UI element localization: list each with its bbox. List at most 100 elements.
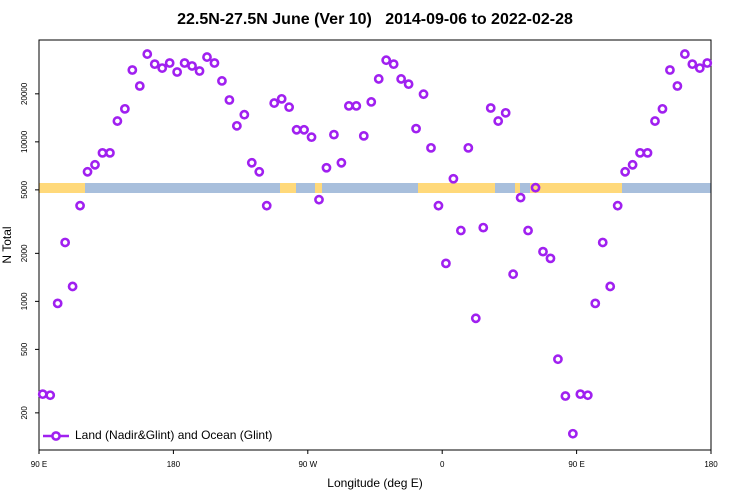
data-point	[194, 66, 205, 76]
data-point	[538, 246, 548, 257]
data-point	[172, 67, 183, 77]
y-axis-label: N Total	[0, 226, 14, 263]
land-band	[280, 183, 296, 193]
data-point	[299, 124, 309, 135]
data-point	[269, 98, 280, 108]
x-tick-label: 0	[440, 460, 445, 469]
legend-swatch-marker	[51, 431, 61, 441]
data-point	[515, 192, 526, 203]
data-point	[627, 159, 638, 170]
data-point	[366, 97, 377, 107]
data-point	[224, 95, 235, 105]
data-point	[582, 390, 593, 401]
data-point	[231, 120, 242, 131]
data-point	[455, 225, 466, 236]
x-tick-label: 90 E	[31, 460, 47, 469]
data-point	[314, 194, 324, 205]
data-point	[187, 61, 197, 71]
data-point	[358, 130, 369, 141]
data-point	[149, 59, 160, 70]
data-point	[545, 253, 556, 264]
data-point	[418, 89, 429, 100]
surface-band	[39, 183, 711, 193]
data-point	[687, 59, 698, 70]
data-point	[657, 103, 668, 114]
y-tick-label: 10000	[20, 130, 29, 153]
data-point	[605, 281, 616, 292]
y-tick-label: 500	[20, 342, 29, 356]
plot-frame	[38, 39, 712, 451]
data-point	[403, 79, 414, 90]
data-point	[284, 102, 295, 113]
data-point	[635, 147, 645, 158]
ocean-band	[39, 183, 711, 193]
data-point	[329, 129, 339, 140]
data-point	[463, 142, 474, 153]
chart-title: 22.5N-27.5N June (Ver 10) 2014-09-06 to …	[177, 11, 573, 28]
data-point	[239, 109, 250, 120]
data-point	[45, 390, 56, 401]
data-point	[202, 52, 212, 62]
land-band	[315, 183, 322, 193]
data-point	[134, 81, 145, 91]
data-point	[105, 147, 115, 158]
data-point	[575, 389, 586, 400]
data-point	[164, 58, 175, 68]
data-point	[620, 166, 631, 177]
y-tick-label: 200	[20, 406, 29, 420]
data-point	[321, 162, 332, 173]
data-point	[612, 200, 623, 211]
data-point	[127, 65, 138, 75]
data-point	[388, 59, 399, 70]
legend-label: Land (Nadir&Glint) and Ocean (Glint)	[75, 428, 272, 442]
data-point	[119, 103, 130, 114]
x-tick-label: 90 W	[298, 460, 317, 469]
data-point	[679, 49, 690, 59]
data-point	[97, 147, 108, 158]
data-point	[665, 65, 675, 75]
y-tick-label: 5000	[20, 180, 29, 198]
data-point	[493, 116, 504, 126]
data-point	[508, 269, 519, 280]
data-point	[179, 58, 190, 68]
data-point	[276, 93, 287, 104]
y-tick-label: 2000	[20, 244, 29, 262]
data-point	[441, 258, 451, 269]
data-point	[597, 237, 608, 248]
data-point	[75, 200, 85, 211]
land-band	[39, 183, 85, 193]
data-point	[433, 200, 444, 211]
data-point	[590, 298, 601, 309]
y-tick-label: 20000	[20, 82, 29, 105]
data-point	[650, 116, 660, 126]
land-band	[418, 183, 495, 193]
data-point	[60, 237, 71, 248]
data-point	[217, 76, 227, 86]
data-point	[448, 173, 459, 184]
data-point	[142, 49, 153, 59]
data-point	[52, 298, 63, 309]
data-point	[336, 157, 347, 168]
data-point	[478, 222, 489, 233]
data-point	[306, 132, 317, 143]
data-point	[373, 74, 384, 84]
data-point	[567, 428, 578, 439]
data-point	[209, 58, 220, 68]
x-tick-label: 180	[704, 460, 718, 469]
data-point	[530, 182, 541, 193]
data-point	[411, 123, 421, 134]
land-band	[530, 183, 622, 193]
data-point	[672, 81, 683, 91]
x-tick-label: 180	[167, 460, 181, 469]
data-point	[523, 225, 533, 236]
data-point	[381, 55, 392, 66]
data-point	[82, 166, 93, 177]
y-tick-label: 1000	[20, 292, 29, 310]
data-point	[343, 101, 354, 111]
data-point	[485, 103, 496, 113]
data-point	[426, 142, 436, 153]
data-point	[90, 159, 100, 170]
data-point	[67, 281, 78, 292]
x-tick-label: 90 E	[568, 460, 584, 469]
